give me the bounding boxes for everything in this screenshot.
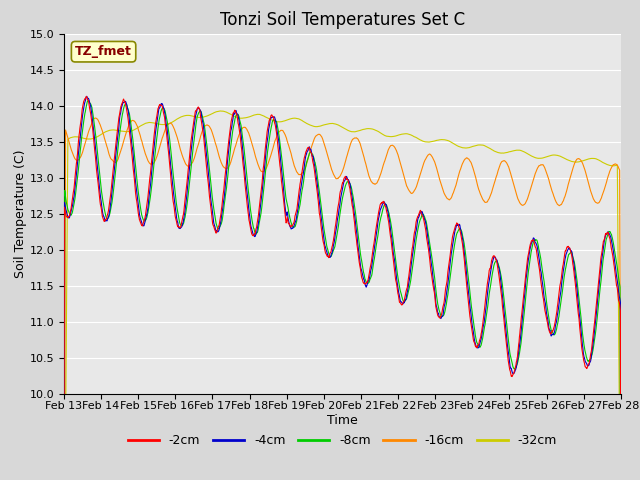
Legend: -2cm, -4cm, -8cm, -16cm, -32cm: -2cm, -4cm, -8cm, -16cm, -32cm <box>123 429 562 452</box>
Title: Tonzi Soil Temperatures Set C: Tonzi Soil Temperatures Set C <box>220 11 465 29</box>
Text: TZ_fmet: TZ_fmet <box>75 45 132 58</box>
Y-axis label: Soil Temperature (C): Soil Temperature (C) <box>13 149 27 278</box>
X-axis label: Time: Time <box>327 414 358 427</box>
